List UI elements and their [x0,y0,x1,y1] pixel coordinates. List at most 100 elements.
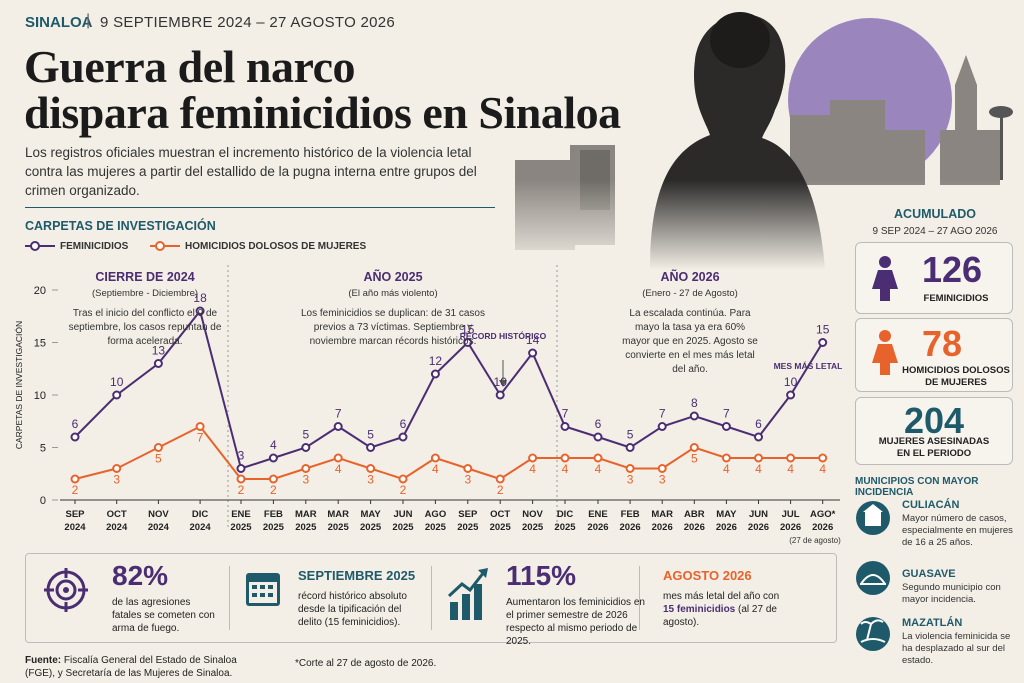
municipality-name: MAZATLÁN [902,617,963,629]
data-label: 4 [335,462,342,476]
icon [44,568,88,612]
data-point [301,464,311,473]
data-label: 10 [784,375,798,389]
data-label: 18 [193,291,207,305]
municipalities-title: MUNICIPIOS CON MAYOR INCIDENCIA [855,476,979,498]
fact-text: récord histórico absoluto desde la tipif… [298,591,407,628]
data-point [754,432,763,442]
fact-text: (al 27 de agosto). [663,604,777,628]
data-label: 5 [627,428,634,442]
data-point [430,453,440,463]
x-tick-label: DIC 2024 [189,509,211,533]
municipality-name: CULIACÁN [902,499,960,511]
data-label: 4 [595,462,602,476]
data-point [153,359,163,368]
divider [229,566,230,630]
data-label: 5 [155,452,162,466]
data-label: 2 [72,483,79,497]
section-subtitle: (Enero - 27 de Agosto) [642,288,738,299]
x-tick-label: OCT 2024 [106,509,128,533]
data-label: 8 [691,396,698,410]
data-point [366,443,376,452]
icon [447,568,488,620]
municipality-text: Mayor número de casos, especialmente en … [902,513,1013,548]
data-point [721,453,731,463]
series-line [74,425,823,481]
data-point [495,390,505,400]
municipality-icons [856,501,890,651]
section-note: Los feminicidios se duplican: de 31 caso… [301,308,485,347]
data-point [236,474,246,484]
x-tick-label: JUN 2026 [747,509,770,533]
x-tick-label: MAY 2026 [715,509,737,533]
footnote: *Corte al 27 de agosto de 2026. [295,658,437,669]
data-label: 4 [723,462,730,476]
data-point [301,443,311,452]
x-tick-label: AGO* 2026 [810,509,836,533]
divider [431,566,432,630]
data-label: 5 [367,428,374,442]
data-point [560,422,570,431]
data-label: 7 [197,431,204,445]
data-label: 15 [816,323,830,337]
x-tick-label: JUL 2026 [780,509,802,533]
stat-label: HOMICIDIOS DOLOSOS DE MUJERES [902,365,1010,388]
stat-value: 126 [922,249,983,290]
data-point [333,453,343,463]
section-subtitle: (Septiembre - Diciembre) [91,288,199,299]
data-point [195,306,205,316]
data-label: 7 [335,407,342,421]
municipality-text: Segundo municipio con mayor incidencia. [902,582,1001,605]
data-label: 4 [270,438,277,452]
data-point [528,453,538,463]
data-point [528,348,538,358]
stat-label: MUJERES ASESINADAS EN EL PERIODO [878,436,990,459]
x-tick-label: MAR 2025 [294,509,317,533]
data-point [593,432,603,442]
stat-value: 204 [903,400,965,441]
data-label: 14 [526,333,540,347]
fact-headline: 82% [112,560,169,591]
data-point [625,464,635,473]
y-tick-label: 10 [34,390,46,402]
data-point [463,464,473,473]
section-title: AÑO 2025 [363,270,423,284]
data-label: 3 [302,473,309,487]
divider [25,207,495,208]
data-point [195,422,205,431]
fact-text: de las agresiones fatales se cometen con… [112,597,215,634]
x-tick-label: MAR 2026 [651,509,673,533]
icon [246,573,280,606]
icon [872,330,898,375]
headline: Guerra del narco [24,41,355,92]
data-point [268,453,278,463]
data-label: 12 [429,354,443,368]
data-point [818,453,828,463]
data-point [657,464,667,473]
fact-headline: SEPTIEMBRE 2025 [298,568,416,583]
x-tick-label: ABR 2026 [683,509,705,533]
x-tick-label: SEP 2024 [64,509,86,533]
sidebar-period: 9 SEP 2024 – 27 AGO 2026 [872,226,998,237]
data-label: 2 [400,483,407,497]
source-label: Fuente: [25,655,62,666]
source: Fuente: Fiscalía General del Estado de S… [25,654,265,680]
data-point [333,422,343,431]
data-point [495,474,505,484]
x-tick-label: NOV 2025 [522,509,544,533]
stat-value: 78 [922,323,963,364]
data-point [70,474,80,484]
data-label: 5 [302,428,309,442]
data-label: 5 [691,452,698,466]
fact-headline: AGOSTO 2026 [663,568,752,583]
data-point [366,464,376,473]
data-label: 4 [787,462,794,476]
legend-icon [150,241,180,251]
region-tag: SINALOA [25,14,93,31]
data-label: 3 [367,473,374,487]
legend-label: HOMICIDIOS DOLOSOS DE MUJERES [185,241,367,252]
data-point [268,474,278,484]
annotation-arrow [499,380,507,387]
data-point [236,464,246,473]
